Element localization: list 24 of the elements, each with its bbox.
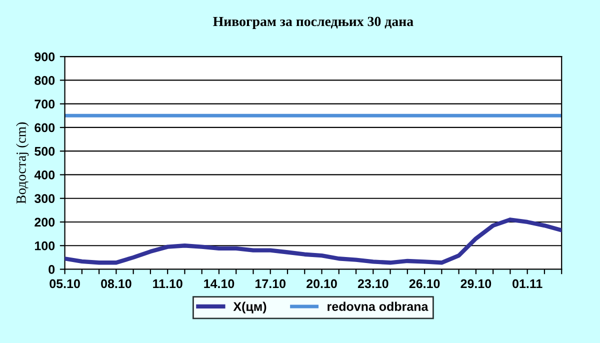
y-tick-label: 400 [34, 170, 55, 180]
y-tick-label: 500 [34, 146, 55, 156]
y-tick-label: 700 [34, 100, 55, 109]
chart-title: Нивограм за последњих 30 дана [213, 16, 414, 29]
x-tick-label: 17.10 [256, 279, 286, 288]
x-tick-label: 14.10 [204, 279, 234, 288]
x-tick-label: 23.10 [358, 279, 388, 288]
x-tick-label: 05.10 [50, 279, 80, 288]
y-tick-label: 600 [34, 123, 55, 132]
y-tick-label: 100 [35, 241, 55, 250]
y-axis-title: Водостај (cm) [16, 122, 29, 204]
x-tick-label: 01.11 [512, 279, 542, 288]
legend-label: redovna odbrana [328, 302, 428, 311]
x-tick-label: 08.10 [101, 279, 132, 288]
x-tick-label: 29.10 [460, 279, 492, 288]
y-tick-label: 800 [34, 76, 55, 85]
x-tick-label: 11.10 [153, 279, 182, 288]
y-tick-label: 0 [48, 265, 55, 274]
y-tick-label: 900 [34, 52, 55, 62]
x-tick-label: 26.10 [409, 279, 440, 288]
y-tick-label: 200 [34, 218, 55, 227]
y-tick-label: 300 [34, 194, 55, 204]
x-tick-label: 20.10 [306, 279, 337, 288]
legend-label: X(цм) [233, 302, 266, 314]
